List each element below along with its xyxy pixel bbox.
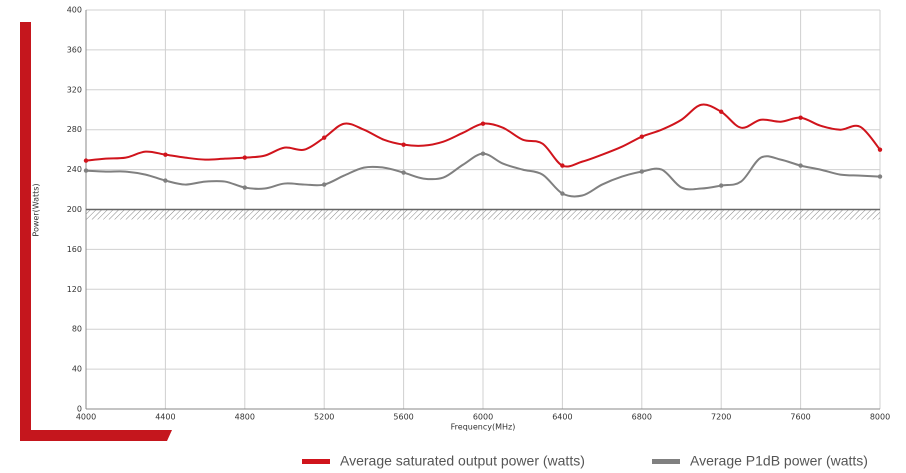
point-marker: [83, 158, 89, 163]
x-tick-label: 7600: [790, 413, 810, 422]
y-axis-label: Power(Watts): [32, 183, 41, 236]
point-marker: [401, 142, 406, 147]
x-tick-label: 6800: [632, 413, 652, 422]
y-tick-label: 40: [72, 365, 82, 374]
point-marker: [83, 168, 89, 173]
x-tick-label: 6400: [552, 413, 572, 422]
point-marker: [798, 115, 803, 120]
x-tick-label: 5200: [314, 413, 334, 422]
point-marker: [401, 170, 406, 175]
point-marker: [322, 182, 327, 187]
point-marker: [242, 155, 247, 160]
point-marker: [163, 178, 168, 183]
point-marker: [480, 151, 486, 156]
y-tick-label: 160: [67, 245, 82, 254]
point-marker: [163, 152, 168, 157]
point-marker: [560, 191, 565, 196]
point-marker: [719, 109, 724, 114]
y-tick-label: 240: [67, 165, 82, 174]
x-tick-label: 7200: [711, 413, 731, 422]
x-axis-label: Frequency(MHz): [451, 423, 516, 432]
legend-swatch: [652, 459, 680, 464]
point-marker: [639, 169, 644, 174]
point-marker: [719, 183, 724, 188]
decoration: [20, 22, 172, 441]
y-tick-label: 120: [67, 285, 82, 294]
point-marker: [877, 174, 883, 179]
point-marker: [560, 163, 565, 168]
y-tick-label: 80: [72, 325, 82, 334]
legend-label: Average P1dB power (watts): [690, 453, 868, 469]
x-tick-label: 4400: [155, 413, 175, 422]
x-tick-label: 5600: [393, 413, 413, 422]
point-marker: [639, 134, 644, 139]
x-tick-label: 4000: [76, 413, 96, 422]
x-tick-label: 8000: [870, 413, 890, 422]
y-tick-label: 400: [67, 6, 82, 15]
y-tick-label: 320: [67, 85, 82, 94]
y-tick-label: 200: [67, 205, 82, 214]
y-tick-label: 280: [67, 125, 82, 134]
point-marker: [480, 121, 486, 126]
point-marker: [242, 185, 247, 190]
legend-label: Average saturated output power (watts): [340, 453, 585, 469]
y-tick-label: 360: [67, 45, 82, 54]
point-marker: [798, 163, 803, 168]
point-marker: [877, 147, 883, 152]
point-marker: [322, 135, 327, 140]
y-tick-label: 0: [77, 405, 82, 414]
legend-swatch: [302, 459, 330, 464]
x-tick-label: 6000: [473, 413, 493, 422]
x-tick-label: 4800: [235, 413, 255, 422]
limit-band: [86, 209, 880, 220]
